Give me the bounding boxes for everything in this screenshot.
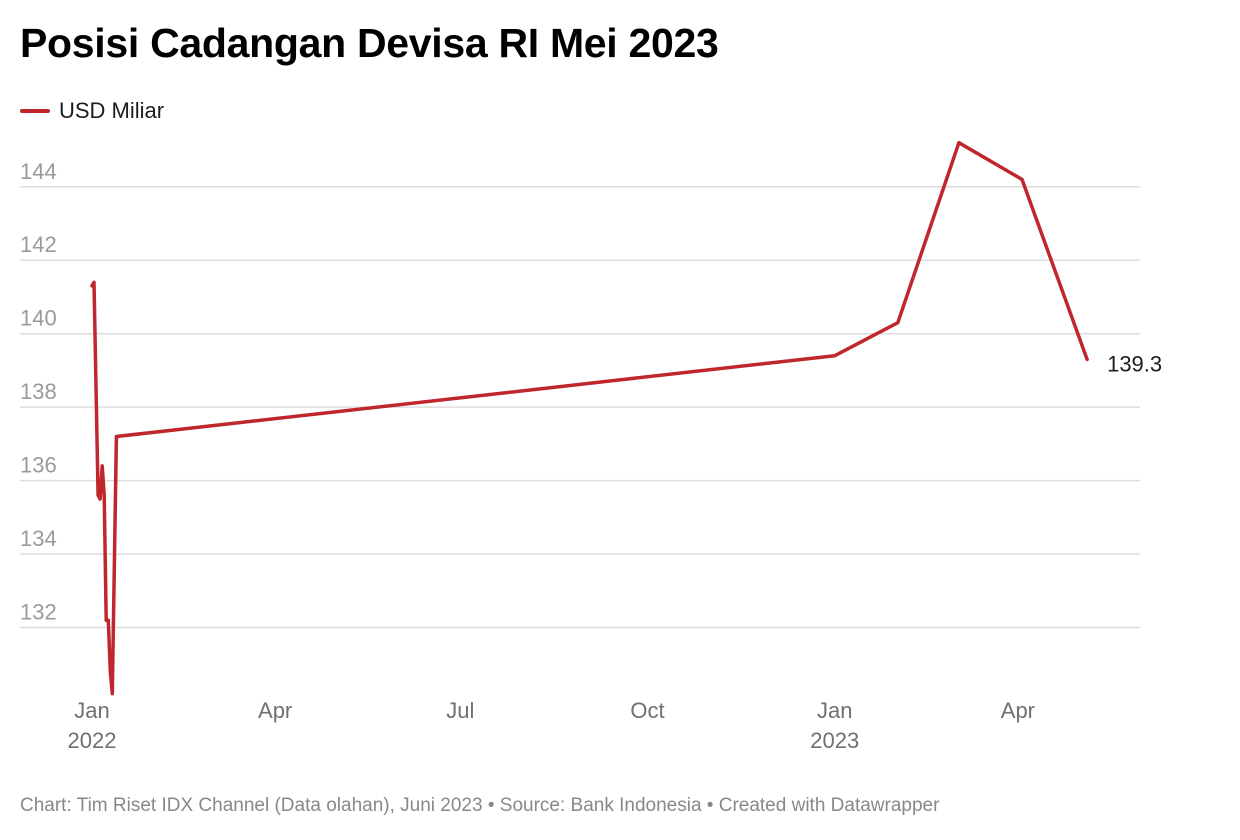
y-tick-label: 140: [20, 306, 57, 331]
legend: USD Miliar: [20, 98, 164, 124]
y-tick-label: 134: [20, 526, 57, 551]
x-tick-year-label: 2022: [68, 728, 117, 753]
y-tick-label: 142: [20, 232, 57, 257]
y-tick-label: 132: [20, 600, 57, 625]
y-axis-ticks: 132 134 136 138 140 142 144: [20, 159, 57, 625]
x-tick-label: Jul: [446, 698, 474, 723]
x-tick-label: Jan: [74, 698, 109, 723]
legend-swatch: [20, 109, 50, 113]
x-tick-label: Oct: [630, 698, 664, 723]
grid-lines: [20, 186, 1140, 629]
x-tick-label: Jan: [817, 698, 852, 723]
x-tick-label: Apr: [1001, 698, 1035, 723]
x-tick-label: Apr: [258, 698, 292, 723]
y-tick-label: 138: [20, 379, 57, 404]
series-layer: 139.3: [90, 140, 1162, 696]
legend-label: USD Miliar: [59, 98, 165, 123]
y-tick-label: 144: [20, 159, 57, 184]
end-value-label: 139.3: [1107, 351, 1162, 376]
y-tick-label: 136: [20, 453, 57, 478]
chart-footer: Chart: Tim Riset IDX Channel (Data olaha…: [20, 795, 940, 816]
chart-title: Posisi Cadangan Devisa RI Mei 2023: [20, 20, 719, 66]
x-tick-year-label: 2023: [810, 728, 859, 753]
series-line: [90, 140, 1089, 696]
x-axis-ticks: Jan 2022 Apr Jul Oct Jan 2023 Apr: [68, 698, 1036, 753]
